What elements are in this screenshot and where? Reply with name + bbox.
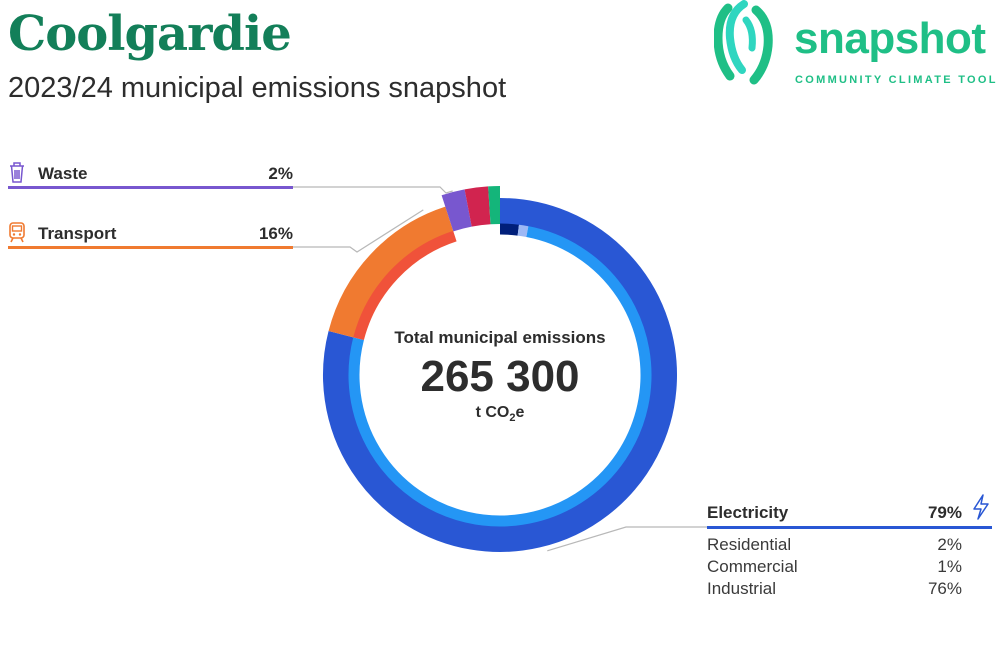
page-subtitle: 2023/24 municipal emissions snapshot bbox=[8, 72, 507, 104]
page-title: Coolgardie bbox=[8, 6, 292, 62]
transport-percent: 16% bbox=[258, 224, 293, 243]
train-light-right bbox=[18, 233, 22, 236]
slice-residential bbox=[499, 223, 519, 236]
train-window bbox=[11, 225, 23, 232]
leader-line-waste bbox=[293, 186, 453, 194]
logo-tagline: COMMUNITY CLIMATE TOOL bbox=[795, 74, 998, 86]
slice-transport bbox=[328, 206, 454, 338]
waste-percent: 2% bbox=[268, 164, 293, 183]
train-body bbox=[9, 222, 25, 239]
unit-prefix: t CO bbox=[475, 404, 510, 421]
residential-name: Residential bbox=[707, 535, 792, 554]
commercial-percent: 1% bbox=[937, 557, 962, 576]
slice-other-1 bbox=[464, 186, 491, 227]
transport-label-row: Transport 16% bbox=[38, 224, 293, 244]
leader-line-transport bbox=[293, 209, 424, 253]
transport-underline bbox=[8, 246, 293, 249]
logo-arc-middle bbox=[725, 0, 748, 74]
electricity-underline bbox=[707, 526, 992, 529]
transport-name: Transport bbox=[38, 224, 117, 243]
fingerprint-logo-icon bbox=[714, 0, 773, 85]
electricity-percent: 79% bbox=[927, 503, 962, 522]
center-total-unit: t CO2e bbox=[380, 404, 620, 424]
unit-suffix: e bbox=[515, 404, 525, 421]
slice-waste bbox=[441, 189, 472, 232]
center-total-value: 265 300 bbox=[420, 352, 580, 401]
residential-percent: 2% bbox=[937, 535, 962, 554]
industrial-percent: 76% bbox=[927, 579, 962, 598]
bolt-shape bbox=[973, 494, 989, 520]
slice-electricity bbox=[323, 198, 677, 552]
commercial-name: Commercial bbox=[707, 557, 798, 576]
logo-arc-inner bbox=[742, 16, 756, 52]
slice-industrial bbox=[348, 226, 652, 527]
train-icon bbox=[9, 222, 25, 243]
electricity-name: Electricity bbox=[707, 503, 789, 522]
waste-underline bbox=[8, 186, 293, 189]
logo-arc-outer bbox=[714, 3, 735, 81]
snapshot-logo: snapshot COMMUNITY CLIMATE TOOL bbox=[714, 0, 1000, 92]
trash-bin-shape bbox=[10, 162, 24, 183]
train-legs bbox=[10, 237, 24, 243]
subcategory-row-industrial: Industrial 76% bbox=[707, 578, 962, 600]
slice-transport-inner bbox=[353, 230, 457, 341]
transport-label: Transport 16% bbox=[8, 222, 293, 254]
logo-arc-right bbox=[749, 5, 773, 85]
leader-line-electricity bbox=[547, 526, 707, 552]
electricity-head-row: Electricity 79% bbox=[707, 500, 962, 526]
train-light-left bbox=[12, 233, 16, 236]
industrial-name: Industrial bbox=[707, 579, 776, 598]
waste-label-row: Waste 2% bbox=[38, 164, 293, 184]
waste-name: Waste bbox=[38, 164, 88, 183]
lightning-bolt-icon bbox=[973, 494, 989, 520]
unit-subscript: 2 bbox=[509, 412, 516, 425]
electricity-label: Electricity 79% Residential 2% Commercia… bbox=[707, 494, 992, 600]
subcategory-row-commercial: Commercial 1% bbox=[707, 556, 962, 578]
subcategory-row-residential: Residential 2% bbox=[707, 534, 962, 556]
center-total-label: Total municipal emissions bbox=[394, 328, 606, 347]
slice-commercial bbox=[517, 224, 529, 237]
logo-wordmark: snapshot bbox=[794, 14, 986, 63]
trash-bin-icon bbox=[10, 162, 24, 183]
waste-label: Waste 2% bbox=[8, 162, 293, 194]
